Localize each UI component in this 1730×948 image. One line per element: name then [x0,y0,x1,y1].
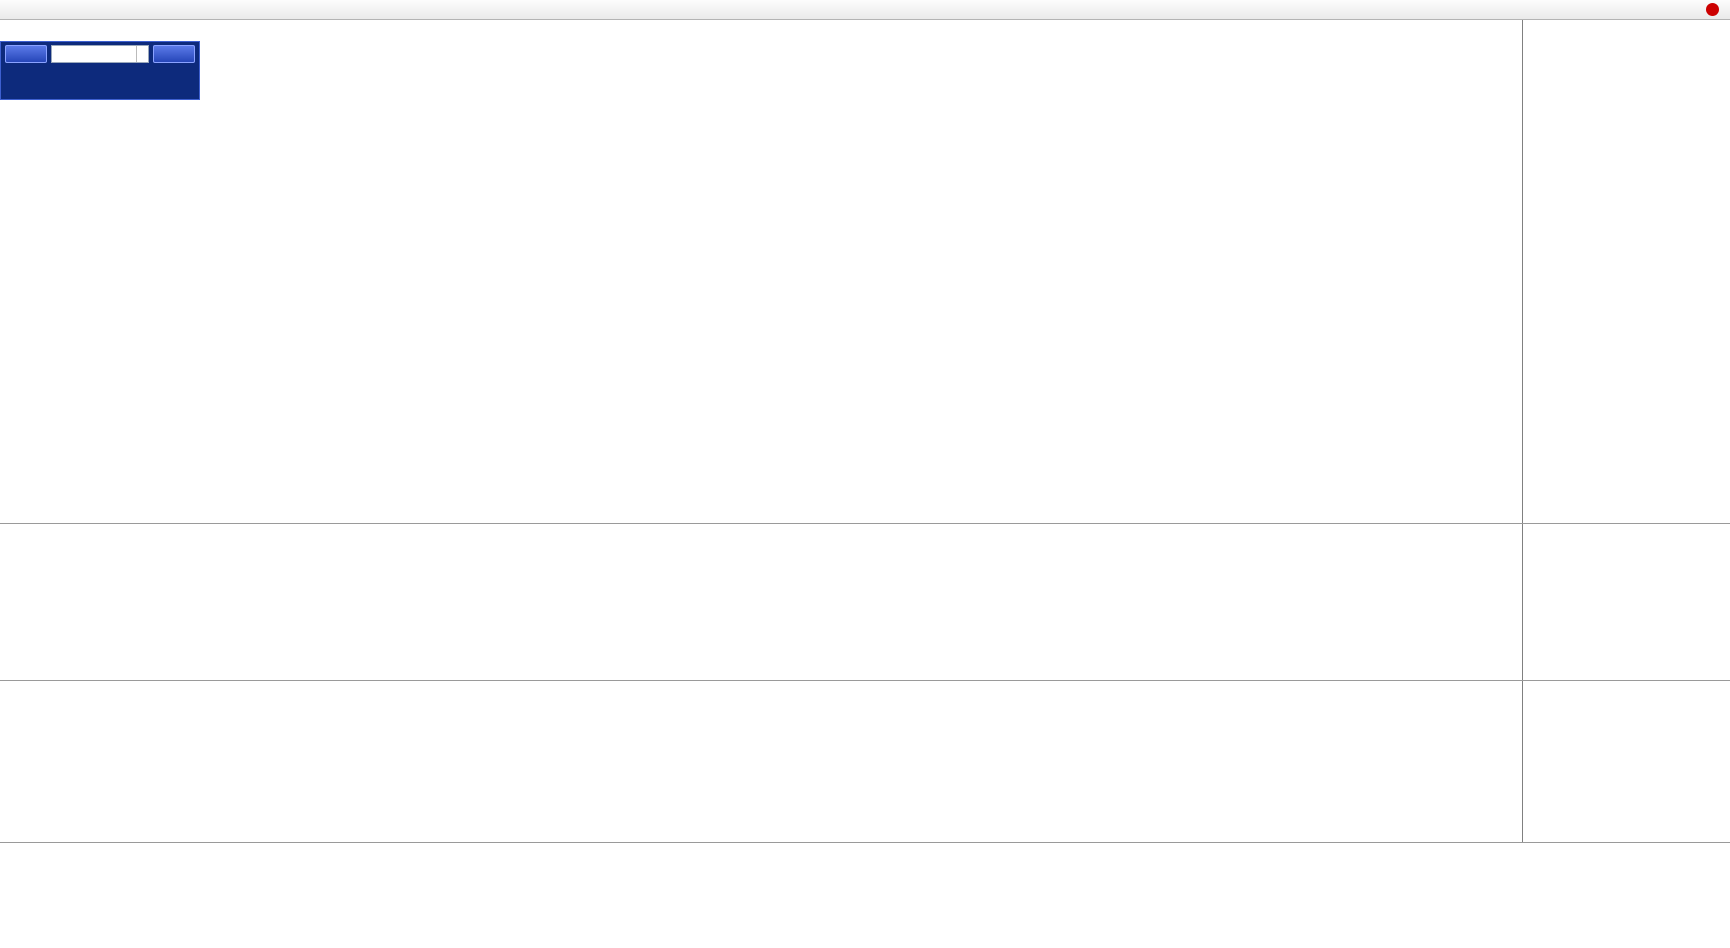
time-axis[interactable] [0,843,1730,863]
trade-panel-prices [1,63,199,65]
notification-badge[interactable] [1706,3,1719,16]
panel-separator[interactable] [0,523,1730,524]
price-scale[interactable] [1522,20,1730,843]
lot-stepper[interactable] [136,46,148,62]
one-click-trading-panel [0,41,200,100]
panel-separator[interactable] [0,842,1730,843]
buy-button[interactable] [153,45,195,63]
lot-size-value[interactable] [52,46,136,62]
toolbar [0,0,1730,20]
lot-size-field[interactable] [51,45,149,63]
panel-separator[interactable] [0,680,1730,681]
sell-button[interactable] [5,45,47,63]
trade-panel-controls [1,42,199,63]
